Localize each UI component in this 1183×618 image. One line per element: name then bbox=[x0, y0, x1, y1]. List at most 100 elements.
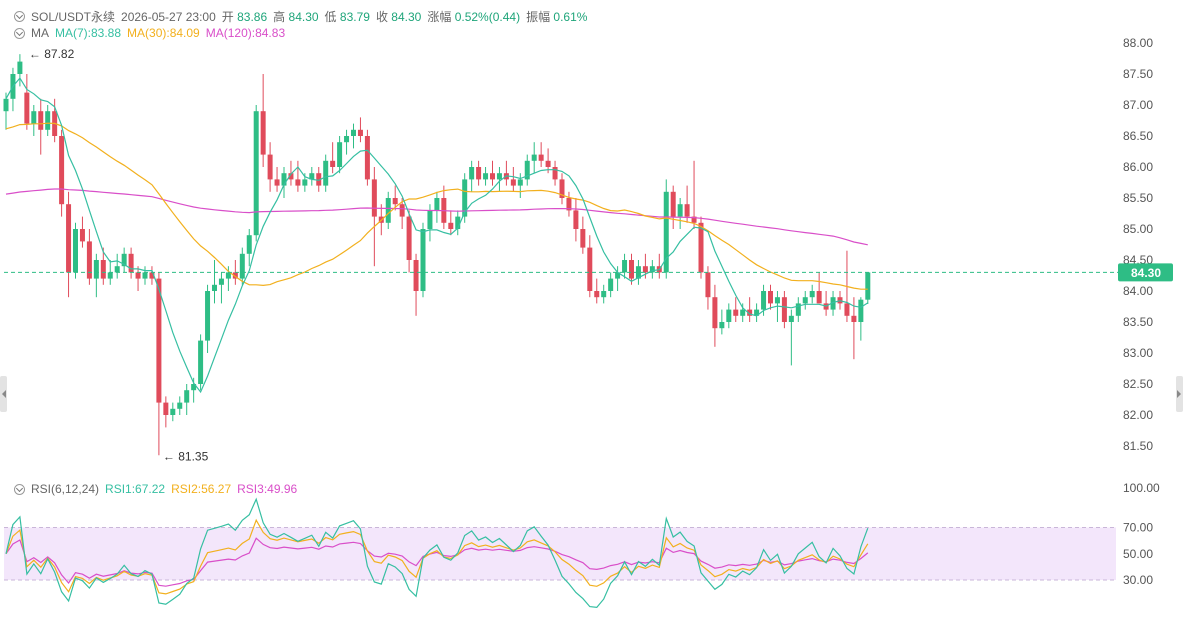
candle-body bbox=[225, 272, 231, 279]
candles bbox=[3, 54, 871, 456]
candle-body bbox=[844, 303, 850, 316]
candle-body bbox=[274, 179, 280, 186]
candle-body bbox=[260, 111, 266, 155]
candle-body bbox=[142, 272, 148, 279]
candle-body bbox=[649, 266, 655, 273]
ohlc-header: SOL/USDT永续 2026-05-27 23:00 开 83.86 高 84… bbox=[14, 8, 587, 25]
candle-body bbox=[59, 136, 65, 205]
collapse-chevron-icon[interactable] bbox=[14, 11, 25, 22]
candle-body bbox=[191, 384, 197, 391]
price-tick-label: 83.00 bbox=[1123, 346, 1153, 360]
rsi1-line bbox=[5, 497, 869, 609]
amplitude-label: 振幅 bbox=[526, 10, 551, 24]
candle-body bbox=[17, 61, 23, 74]
last-price-tag-bg bbox=[1118, 263, 1173, 282]
candle-body bbox=[851, 315, 857, 322]
candle-body bbox=[45, 111, 51, 130]
candle-body bbox=[357, 129, 363, 136]
rsi-name[interactable]: RSI(6,12,24) bbox=[31, 482, 100, 496]
candle-body bbox=[107, 272, 113, 279]
low-value: 83.79 bbox=[339, 10, 370, 24]
candle-body bbox=[587, 247, 593, 291]
candle-body bbox=[218, 278, 224, 285]
candle-body bbox=[462, 179, 468, 217]
last-price-tag-text: 84.30 bbox=[1131, 266, 1161, 280]
candle-body bbox=[559, 179, 565, 198]
candle-body bbox=[726, 309, 732, 322]
candle-body bbox=[448, 222, 454, 229]
price-tick-label: 87.00 bbox=[1123, 98, 1153, 112]
candle-body bbox=[754, 309, 760, 316]
annotations: ← 87.82 ← 81.35 bbox=[29, 47, 209, 463]
candle-body bbox=[635, 266, 641, 279]
candle-body bbox=[566, 198, 572, 211]
candle-body bbox=[698, 222, 704, 273]
candle-body bbox=[545, 160, 551, 167]
candle-body bbox=[476, 167, 482, 180]
symbol-label[interactable]: SOL/USDT永续 bbox=[31, 10, 116, 24]
candle-body bbox=[740, 309, 746, 316]
candle-body bbox=[364, 136, 370, 180]
ma7-value: MA(7):83.88 bbox=[55, 26, 122, 40]
collapse-rsi-icon[interactable] bbox=[14, 483, 25, 495]
low-label: 低 bbox=[324, 10, 337, 24]
candle-body bbox=[288, 173, 294, 180]
candle-body bbox=[149, 272, 155, 279]
candle-body bbox=[351, 129, 356, 136]
candle-body bbox=[267, 154, 273, 180]
candle-body bbox=[573, 210, 579, 229]
candle-body bbox=[24, 92, 30, 124]
candle-body bbox=[100, 260, 106, 279]
price-tick-label: 86.50 bbox=[1123, 129, 1153, 143]
candle-body bbox=[684, 204, 690, 217]
price-tick-label: 82.50 bbox=[1123, 377, 1153, 391]
price-tag: 84.30 bbox=[4, 263, 1173, 282]
candle-body bbox=[31, 111, 37, 124]
ma-name[interactable]: MA bbox=[31, 26, 49, 40]
candle-body bbox=[79, 229, 85, 242]
candle-body bbox=[330, 160, 336, 167]
candle-body bbox=[309, 173, 315, 180]
price-tick-label: 83.50 bbox=[1123, 315, 1153, 329]
scroll-right-handle[interactable] bbox=[1176, 376, 1183, 412]
candle-body bbox=[809, 291, 815, 298]
candle-body bbox=[128, 253, 134, 273]
change-value: 0.52%(0.44) bbox=[454, 10, 521, 24]
candle-body bbox=[761, 291, 767, 310]
candle-body bbox=[184, 390, 190, 403]
candle-body bbox=[774, 297, 780, 304]
price-tick-label: 87.50 bbox=[1123, 67, 1153, 81]
candle-body bbox=[816, 291, 822, 304]
collapse-ma-icon[interactable] bbox=[14, 27, 25, 39]
candle-body bbox=[427, 210, 433, 229]
rsi-tick-label: 70.00 bbox=[1123, 521, 1153, 535]
candle-body bbox=[212, 284, 217, 291]
rsi3-value: RSI3:49.96 bbox=[237, 482, 298, 496]
scroll-left-handle[interactable] bbox=[0, 376, 7, 412]
candle-body bbox=[302, 179, 308, 186]
candle-body bbox=[615, 272, 621, 279]
candle-body bbox=[246, 235, 252, 254]
candle-body bbox=[177, 402, 183, 409]
candle-body bbox=[406, 216, 412, 260]
high-annotation: ← 87.82 bbox=[29, 47, 75, 61]
candle-body bbox=[865, 272, 871, 300]
rsi-lines bbox=[5, 497, 869, 609]
price-tick-label: 84.00 bbox=[1123, 284, 1153, 298]
candle-body bbox=[170, 408, 176, 415]
rsi-tick-label: 30.00 bbox=[1123, 573, 1153, 587]
candle-body bbox=[795, 303, 801, 316]
y-axis-labels: 88.0087.5087.0086.5086.0085.5085.0084.50… bbox=[1123, 36, 1160, 587]
candle-body bbox=[691, 216, 697, 223]
candle-body bbox=[205, 291, 211, 341]
ma-lines bbox=[5, 77, 869, 394]
candle-body bbox=[858, 299, 864, 322]
candle-body bbox=[156, 278, 162, 403]
candle-body bbox=[496, 173, 502, 180]
candle-body bbox=[135, 272, 141, 279]
candle-body bbox=[385, 198, 391, 223]
candle-body bbox=[38, 111, 44, 130]
candle-body bbox=[719, 322, 725, 329]
